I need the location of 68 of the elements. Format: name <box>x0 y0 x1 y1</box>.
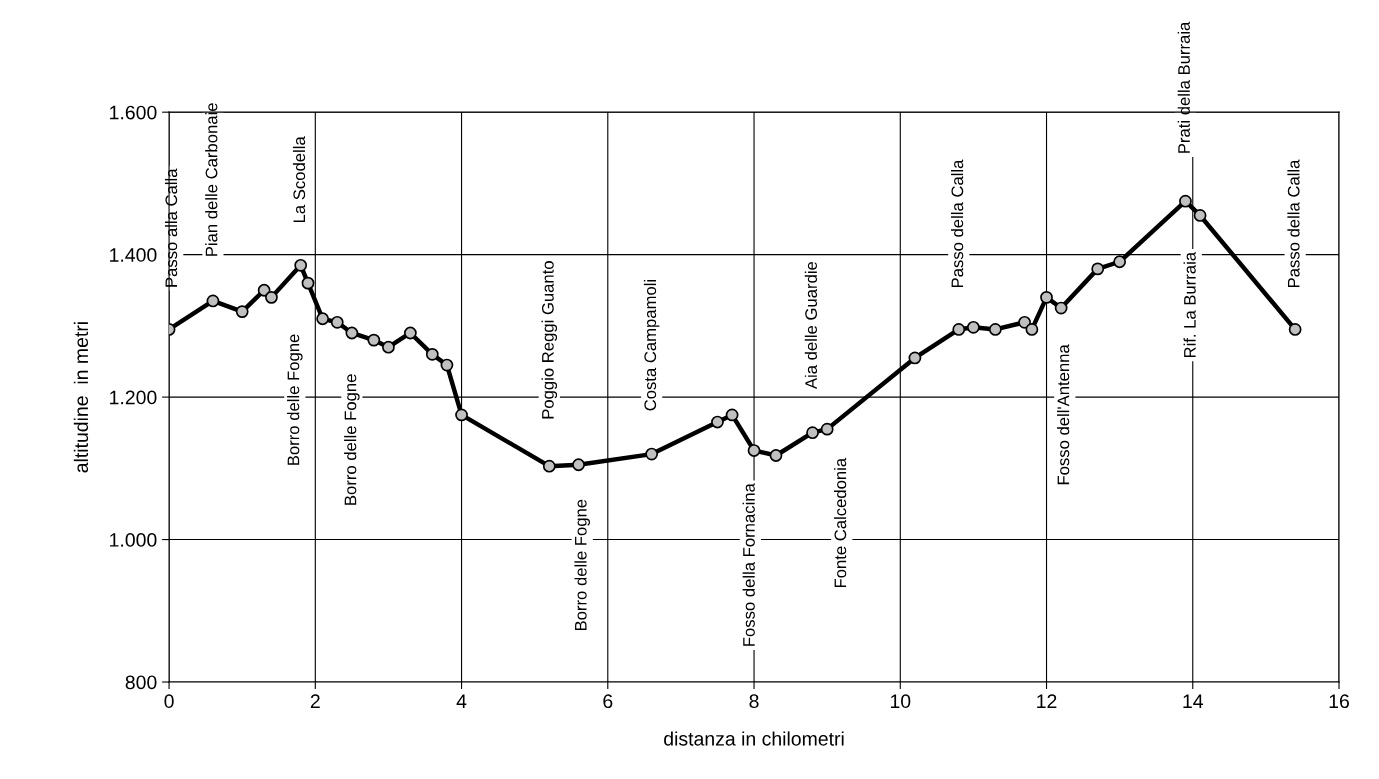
point <box>1091 262 1105 276</box>
point <box>725 408 739 422</box>
annotation: Costa Campamoli <box>643 279 660 411</box>
point <box>1113 255 1127 269</box>
y-axis-title: altitudine in metri <box>73 322 89 473</box>
point <box>572 458 585 472</box>
x-tick-label: 14 <box>1183 694 1204 708</box>
y-tick-label: 1.200 <box>110 390 157 405</box>
annotation: Borro delle Fogne <box>287 334 303 465</box>
y-tick-label: 1.400 <box>110 248 157 262</box>
point <box>367 333 381 347</box>
point <box>988 323 1002 336</box>
point <box>403 326 417 340</box>
point <box>455 408 468 422</box>
annotation: Passo della Calla <box>951 159 964 288</box>
point <box>542 459 556 473</box>
point <box>952 323 966 336</box>
point <box>265 290 278 304</box>
annotation: Borro delle Fogne <box>344 374 360 505</box>
point <box>747 444 761 457</box>
annotation: Passo della Calla <box>1287 159 1300 288</box>
annotation: Passo alla Calla <box>164 168 178 287</box>
point <box>1193 209 1207 222</box>
point <box>820 422 834 436</box>
annotation: Poggio Reggi Guanto <box>541 261 558 419</box>
point <box>301 276 315 290</box>
x-tick-label: 6 <box>603 694 613 709</box>
x-axis-title: distanza in chilometri <box>664 731 844 746</box>
point <box>345 326 359 340</box>
point <box>425 347 439 361</box>
point <box>1054 301 1068 315</box>
y-tick-label: 1.600 <box>110 105 157 120</box>
y-tick-label: 1.000 <box>110 533 157 547</box>
annotation: Aia delle Guardie <box>804 261 818 390</box>
point <box>908 351 922 365</box>
point <box>382 340 395 354</box>
annotation: Rif. La Burraia <box>1183 251 1196 358</box>
x-tick-label: 2 <box>310 694 320 708</box>
point <box>294 258 308 272</box>
annotation: Borro delle Fogne <box>574 499 590 631</box>
annotation: Fosso della Fornacina <box>742 483 755 646</box>
point <box>206 294 220 308</box>
point <box>769 449 783 462</box>
point <box>806 426 819 440</box>
annotation: La Scodella <box>292 136 306 223</box>
point <box>316 312 330 326</box>
point <box>711 415 724 429</box>
x-tick-label: 4 <box>456 694 467 708</box>
point <box>1018 315 1031 329</box>
x-tick-label: 16 <box>1329 694 1349 709</box>
x-tick-label: 10 <box>890 694 911 709</box>
annotation: Pian delle Carbonaie <box>205 103 218 256</box>
point <box>1288 323 1302 336</box>
annotation: Fonte Calcedonia <box>834 457 847 588</box>
y-tick-label: 800 <box>125 675 157 690</box>
x-tick-label: 0 <box>164 694 174 709</box>
point <box>1025 323 1039 336</box>
point <box>967 320 980 334</box>
x-tick-label: 12 <box>1037 694 1057 708</box>
point <box>440 358 454 372</box>
point <box>235 305 249 319</box>
annotation: Prati della Burraia <box>1177 21 1190 153</box>
point <box>1040 290 1053 304</box>
point <box>330 315 344 329</box>
point <box>645 447 659 461</box>
point <box>1179 194 1192 208</box>
x-tick-label: 8 <box>749 694 759 709</box>
annotation: Fosso dell'Antenna <box>1057 344 1070 485</box>
